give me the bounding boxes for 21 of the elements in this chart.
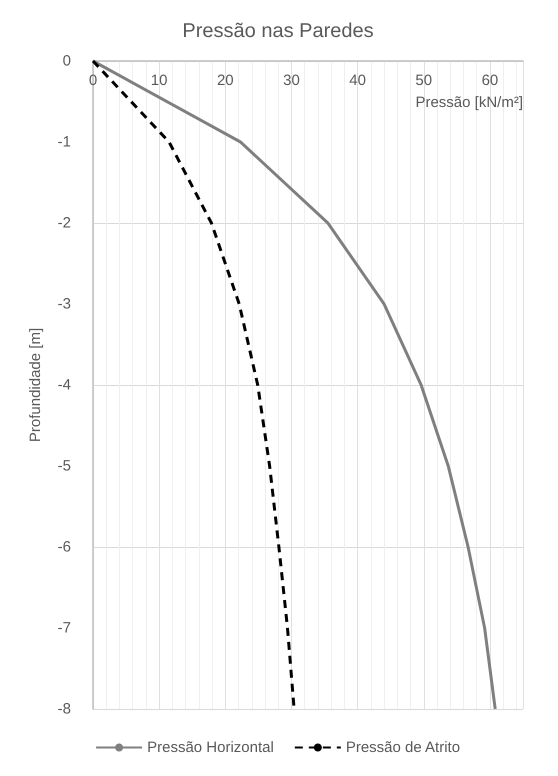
y-tick-label: 0 [62,52,71,70]
x-tick-label: 0 [88,72,98,89]
x-tick-label: 20 [216,72,234,89]
x-tick-label: 40 [349,72,366,89]
x-axis-title: Pressão [kN/m²] [415,94,523,111]
x-tick-label: 60 [482,72,498,89]
x-tick-label: 30 [283,72,300,89]
y-tick-label: -3 [58,296,71,312]
y-tick-label: -5 [58,458,71,474]
y-tick-label: -6 [58,538,71,556]
legend-label: Pressão de Atrito [346,739,460,756]
legend-label: Pressão Horizontal [147,739,274,756]
chart-title: Pressão nas Paredes [182,20,374,42]
y-tick-label: -7 [58,620,71,636]
y-tick-label: -4 [58,376,71,394]
y-tick-label: -1 [58,134,71,150]
x-tick-label: 50 [415,72,432,89]
y-tick-label: -2 [58,214,71,232]
y-axis-title: Profundidade [m] [27,328,44,442]
y-tick-label: -8 [58,700,71,718]
x-tick-label: 10 [150,72,168,89]
